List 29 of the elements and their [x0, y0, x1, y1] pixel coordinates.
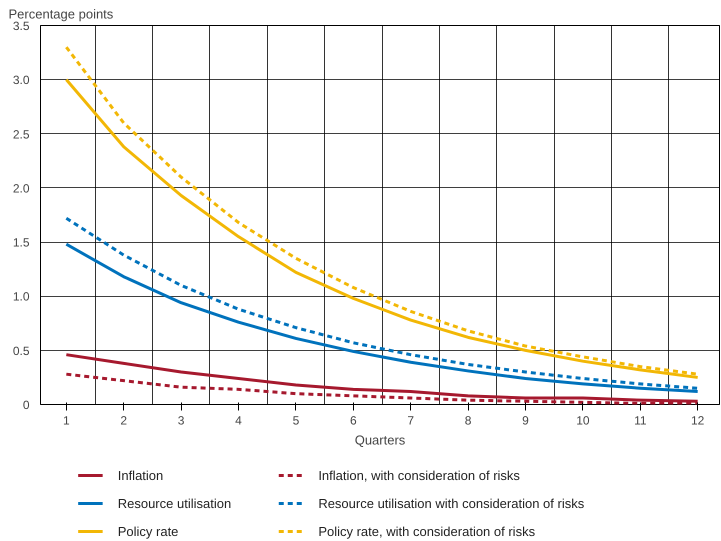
legend-label: Inflation — [118, 468, 164, 483]
x-tick-label: 4 — [235, 414, 242, 428]
y-tick-label: 2.5 — [12, 127, 30, 142]
x-tick-label: 12 — [691, 414, 705, 428]
y-tick-label: 3.0 — [12, 73, 30, 88]
x-tick-label: 2 — [120, 414, 128, 428]
x-tick-label: 8 — [464, 414, 472, 428]
x-tick-label: 10 — [576, 414, 590, 428]
line-series — [64, 216, 700, 390]
legend-label: Policy rate, with consideration of risks — [318, 524, 536, 539]
x-tick-label: 6 — [350, 414, 357, 428]
x-tick-label: 3 — [178, 414, 185, 428]
y-tick-label: 1.0 — [12, 290, 30, 304]
legend-label: Policy rate — [118, 524, 178, 539]
y-tick-label: 0 — [22, 398, 30, 412]
x-axis-title: Quarters — [354, 432, 406, 448]
legend-label: Resource utilisation with consideration of risks — [318, 496, 585, 511]
x-tick-label: 5 — [292, 414, 300, 428]
x-tick-label: 7 — [407, 414, 414, 428]
y-tick-label: 2.0 — [12, 181, 30, 196]
x-tick-label: 9 — [522, 414, 530, 428]
x-tick-label: 11 — [634, 414, 647, 428]
legend-label: Inflation, with consideration of risks — [318, 468, 520, 483]
y-tick-label: 3.5 — [12, 19, 30, 33]
x-tick-label: 1 — [62, 414, 70, 428]
y-tick-label: 1.5 — [12, 236, 30, 250]
legend-label: Resource utilisation — [118, 496, 232, 511]
y-tick-label: 0.5 — [12, 344, 30, 358]
y-axis-title: Percentage points — [8, 6, 114, 22]
